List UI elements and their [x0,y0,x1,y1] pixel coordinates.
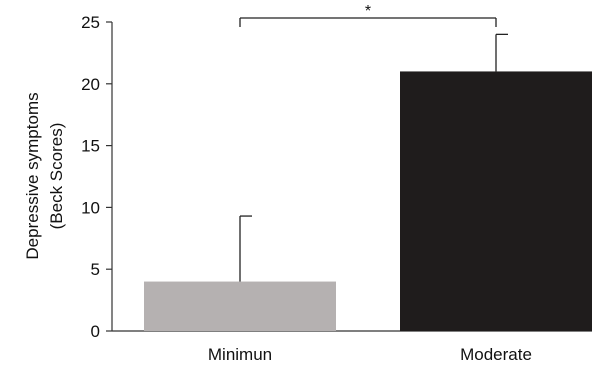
y-tick-label: 25 [81,13,100,32]
bar-moderate [400,71,592,331]
significance-label: * [365,3,371,20]
y-axis: 0 5 10 15 20 25 [81,13,113,341]
bar-minimun [144,281,336,331]
x-category-label: Minimun [208,345,272,364]
error-bars [239,33,508,282]
y-tick-label: 10 [81,198,100,217]
significance-bracket: * [239,3,497,27]
x-axis: Minimun Moderate [112,330,592,364]
y-tick-label: 20 [81,75,100,94]
y-tick-label: 5 [91,260,100,279]
y-tick-label: 15 [81,137,100,156]
y-tick-label: 0 [91,322,100,341]
y-axis-title: Depressive symptoms (Beck Scores) [23,92,66,259]
y-axis-title-line: Depressive symptoms [23,92,42,259]
y-axis-title-line: (Beck Scores) [47,123,66,230]
bars [144,71,592,331]
x-category-label: Moderate [460,345,532,364]
